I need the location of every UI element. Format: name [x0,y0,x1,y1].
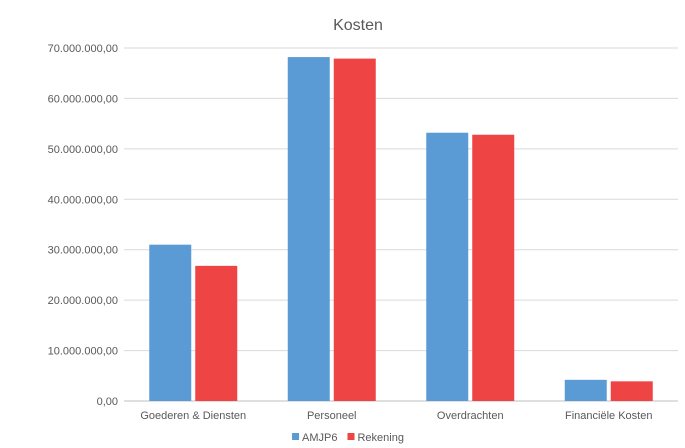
y-tick-label: 60.000.000,00 [48,93,118,105]
bar-amjp6-3 [426,132,469,401]
x-category-label: Personeel [307,410,357,422]
legend-label-amjp6: AMJP6 [302,432,337,444]
y-axis-tick-labels: 0,00 10.000.000,00 20.000.000,00 30.000.000… [48,43,118,408]
chart-title: Kosten [333,17,383,34]
bar-rekening-3 [472,134,515,402]
x-category-label: Financiële Kosten [565,410,652,422]
y-tick-label: 0,00 [97,396,118,408]
bar-rekening-1 [195,265,238,401]
y-tick-label: 70.000.000,00 [48,43,118,55]
y-tick-label: 30.000.000,00 [48,245,118,257]
bar-rekening-4 [610,381,653,401]
y-tick-label: 40.000.000,00 [48,194,118,206]
bar-amjp6-4 [564,379,607,401]
bar-amjp6-1 [149,244,192,401]
legend-swatch-amjp6 [292,433,300,440]
y-tick-label: 50.000.000,00 [48,144,118,156]
y-tick-label: 10.000.000,00 [48,346,118,358]
bars [149,57,653,402]
y-tick-label: 20.000.000,00 [48,295,118,307]
legend: AMJP6 Rekening [292,432,404,444]
legend-label-rekening: Rekening [357,432,403,444]
bar-amjp6-2 [287,57,330,401]
x-category-label: Goederen & Diensten [140,410,246,422]
legend-swatch-rekening [347,433,355,440]
x-axis-category-labels: Goederen & Diensten Personeel Overdrachten… [140,410,652,422]
x-category-label: Overdrachten [437,410,504,422]
bar-rekening-2 [333,58,376,402]
